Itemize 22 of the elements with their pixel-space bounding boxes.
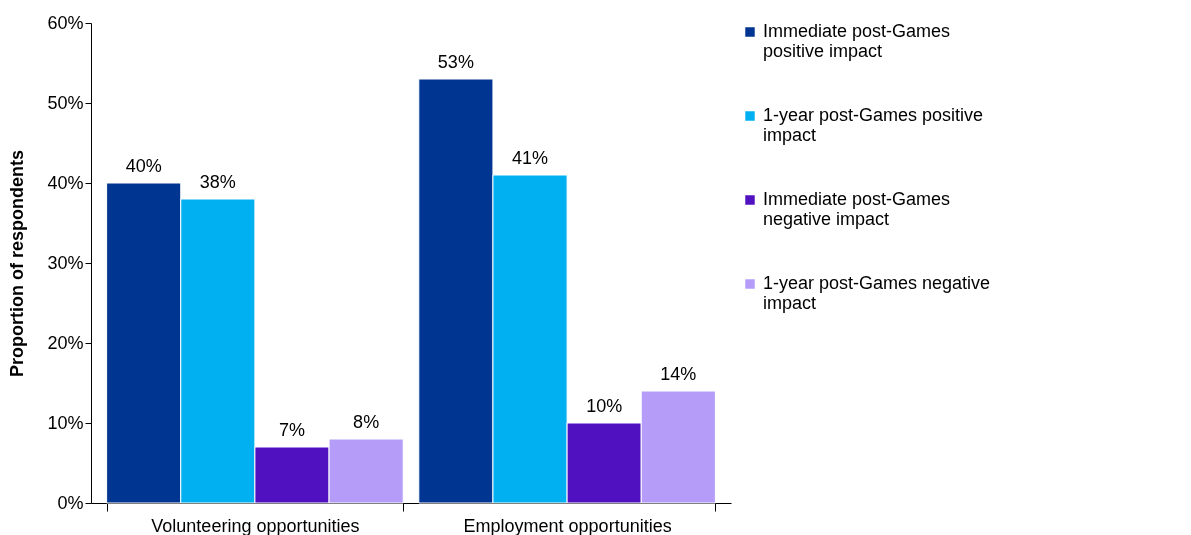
legend-label: Immediate post-Games positive impact — [763, 21, 951, 61]
data-label: 14% — [660, 364, 697, 384]
y-axis-title: Proportion of respondents — [7, 150, 28, 377]
data-label: 10% — [586, 396, 623, 416]
y-tick-label: 10% — [47, 412, 84, 433]
y-tick-label: 60% — [47, 12, 84, 33]
y-tick-label: 40% — [47, 172, 84, 193]
legend-label: 1-year post-Games negative impact — [763, 273, 991, 313]
y-tick-label: 50% — [47, 92, 84, 113]
y-tick-label: 30% — [47, 252, 84, 273]
data-label: 41% — [512, 148, 549, 168]
data-label: 53% — [437, 52, 474, 72]
x-tick-label: Employment opportunities — [463, 515, 672, 535]
data-label: 38% — [199, 172, 236, 192]
legend-label: 1-year post-Games positive impact — [763, 105, 984, 145]
y-tick-label: 20% — [47, 332, 84, 353]
data-label: 40% — [125, 156, 162, 176]
y-tick-label: 0% — [57, 492, 84, 513]
data-label: 7% — [278, 420, 305, 440]
legend-label: Immediate post-Games negative impact — [763, 189, 951, 229]
data-label: 8% — [353, 412, 380, 432]
x-tick-label: Volunteering opportunities — [151, 515, 360, 535]
